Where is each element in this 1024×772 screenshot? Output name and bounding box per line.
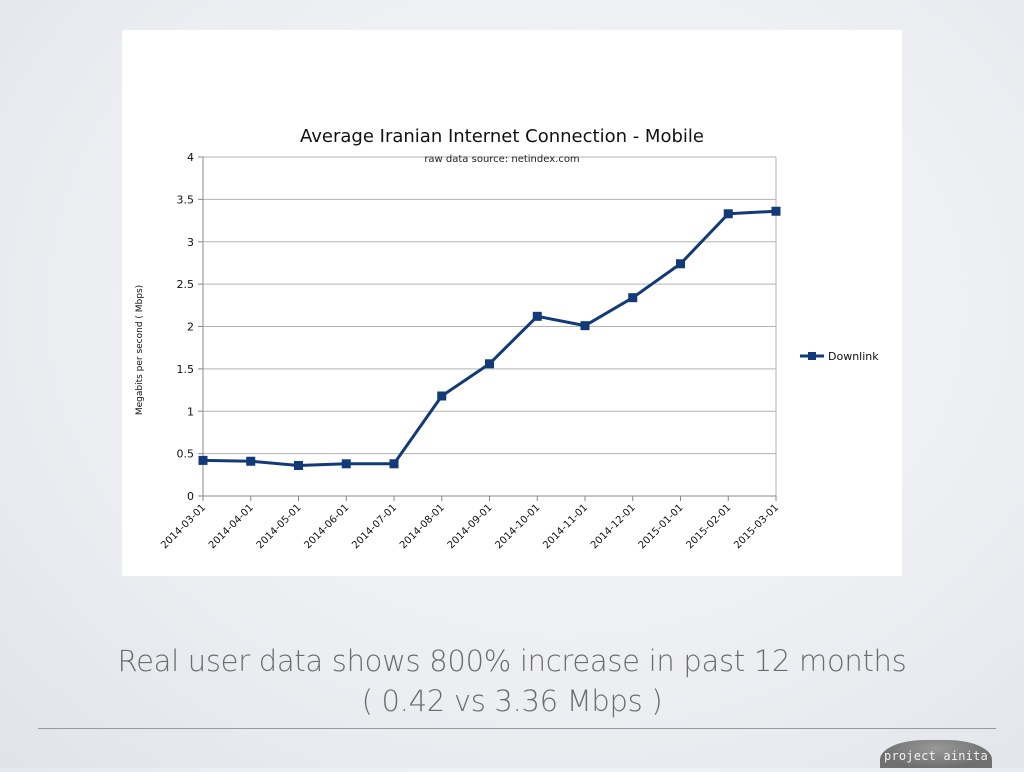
ytick-label-6: 3: [187, 236, 194, 249]
ytick-label-8: 4: [187, 151, 194, 164]
xtick-label-4: 2014-07-01: [350, 502, 399, 551]
xtick-label-11: 2015-02-01: [684, 502, 733, 551]
ytick-label-5: 2.5: [177, 278, 195, 291]
data-point-5: [437, 391, 447, 401]
data-point-0: [198, 455, 208, 465]
grid-lines: [203, 156, 777, 497]
data-point-10: [676, 259, 685, 269]
legend-swatch-marker: [808, 352, 816, 360]
series-downlink: [198, 206, 781, 470]
xtick-label-3: 2014-06-01: [302, 502, 351, 551]
chart-panel: 0 0.5 1 1.5 2 2.5 3 3.5 4 2014-03-01 2014-04-01 20…: [122, 30, 902, 576]
xtick-label-7: 2014-10-01: [493, 502, 542, 551]
ytick-label-7: 3.5: [177, 193, 195, 206]
footer-divider: [38, 728, 996, 729]
xtick-label-9: 2014-12-01: [589, 502, 638, 551]
series-line-0: [202, 209, 777, 467]
xtick-label-0: 2014-03-01: [159, 502, 208, 551]
xtick-label-10: 2015-01-01: [637, 502, 686, 551]
xtick-label-6: 2014-09-01: [446, 502, 495, 551]
data-point-3: [341, 459, 351, 469]
project-logo: project ainita: [880, 740, 992, 768]
caption-line-1: Real user data shows 800% increase in pa…: [117, 644, 907, 678]
data-point-2: [294, 460, 303, 470]
xtick-label-12: 2015-03-01: [732, 502, 781, 551]
ytick-label-2: 1: [187, 405, 194, 418]
data-point-9: [628, 293, 638, 303]
xtick-label-1: 2014-04-01: [207, 502, 256, 551]
data-point-7: [532, 311, 542, 321]
data-point-8: [580, 321, 590, 331]
data-point-6: [485, 359, 494, 369]
ytick-label-3: 1.5: [177, 363, 195, 376]
chart-subtitle: raw data source: netindex.com: [424, 154, 580, 165]
data-point-12: [771, 206, 781, 216]
caption-line-2: ( 0.42 vs 3.36 Mbps ): [361, 684, 663, 718]
line-chart: 00.511.522.533.54 2014-03-012014-04-0120…: [135, 151, 879, 551]
ytick-label-1: 0.5: [177, 448, 195, 461]
chart-title: Average Iranian Internet Connection - Mo…: [300, 126, 704, 147]
data-point-4: [389, 459, 399, 469]
ytick-label-4: 2: [187, 321, 194, 334]
y-tick-labels: 0 0.5 1 1.5 2 2.5 3 3.5 4: [177, 151, 195, 503]
xtick-label-8: 2014-11-01: [541, 502, 590, 551]
x-tick-labels: 2014-03-012014-04-012014-05-012014-06-01…: [159, 502, 781, 551]
xtick-label-2: 2014-05-01: [255, 502, 304, 551]
data-point-1: [246, 456, 256, 466]
xtick-label-5: 2014-08-01: [398, 502, 447, 551]
legend: Downlink: [800, 350, 879, 363]
data-point-11: [723, 209, 733, 219]
legend-label-downlink: Downlink: [828, 350, 879, 363]
axes: [198, 156, 777, 501]
ytick-label-0: 0: [187, 490, 194, 503]
y-axis-label: Megabits per second ( Mbps): [135, 285, 145, 415]
